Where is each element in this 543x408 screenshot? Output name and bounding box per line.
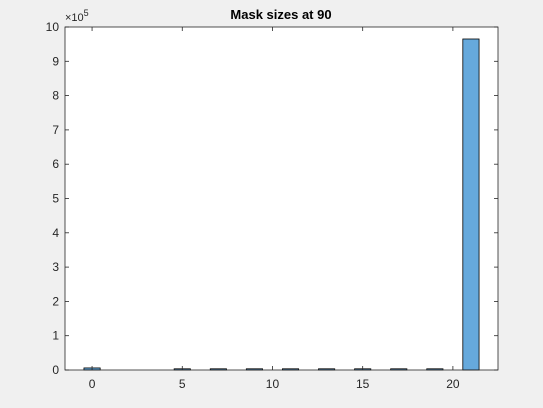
y-tick-label: 4 [52, 226, 59, 240]
y-tick-label: 7 [52, 123, 59, 137]
x-tick-label: 15 [356, 377, 370, 391]
chart-title: Mask sizes at 90 [230, 7, 331, 22]
x-tick-label: 10 [266, 377, 280, 391]
x-tick-label: 0 [89, 377, 96, 391]
x-tick-label: 20 [446, 377, 460, 391]
bars-group [83, 38, 480, 371]
y-tick-label: 10 [46, 20, 60, 34]
y-tick-label: 2 [52, 294, 59, 308]
y-tick-label: 1 [52, 329, 59, 343]
y-tick-label: 6 [52, 157, 59, 171]
y-tick-label: 0 [52, 363, 59, 377]
y-tick-label: 3 [52, 260, 59, 274]
x-ticks-group: 0 5 10 15 20 [89, 27, 460, 391]
bar-21 [462, 38, 480, 371]
y-tick-label: 5 [52, 192, 59, 206]
y-exponent-label: ×105 [65, 8, 89, 24]
y-exponent-power: 5 [84, 8, 89, 18]
y-exponent-base: ×10 [65, 12, 84, 24]
x-tick-label: 5 [179, 377, 186, 391]
axes-box [64, 26, 499, 371]
y-tick-label: 8 [52, 89, 59, 103]
y-ticks-group: 0 1 2 3 4 5 6 7 8 9 10 [46, 20, 498, 377]
axes-background [65, 27, 498, 370]
y-tick-label: 9 [52, 54, 59, 68]
